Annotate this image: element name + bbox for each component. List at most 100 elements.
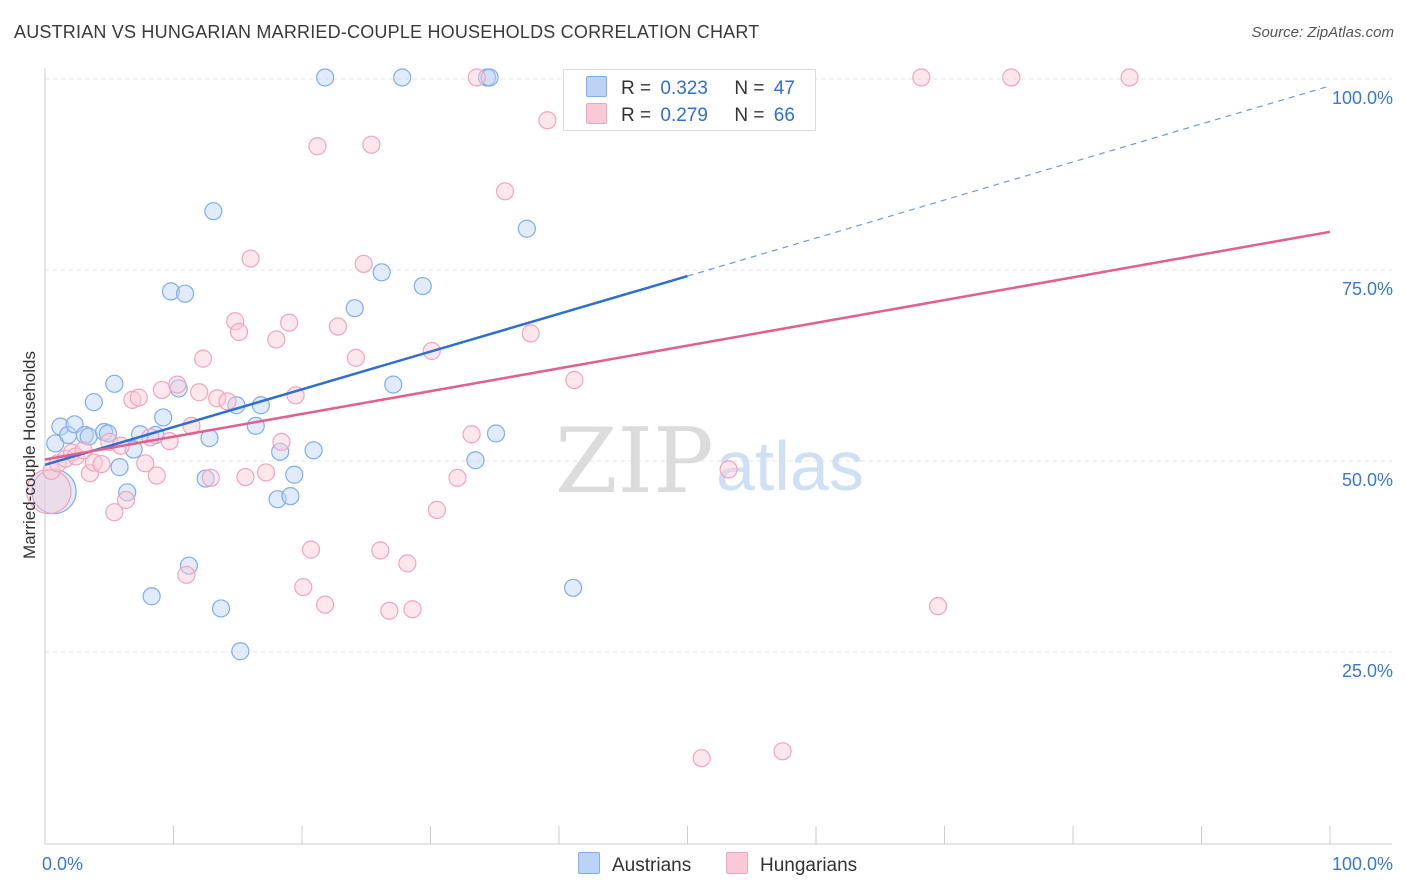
austrians-point — [281, 487, 300, 506]
austrians-point — [110, 458, 129, 477]
austrians-point — [466, 451, 485, 470]
hungarians-legend-swatch — [726, 852, 748, 874]
hungarians-point — [280, 313, 299, 332]
austrians-point — [118, 483, 137, 502]
austrians-point — [304, 441, 323, 460]
austrians-point — [196, 469, 215, 488]
x-tick-label-min: 0.0% — [42, 854, 83, 874]
y-axis-label: Married-couple Households — [20, 351, 39, 559]
watermark-zip: ZIP — [555, 409, 714, 514]
hungarians-point — [256, 463, 276, 482]
hungarians-point — [495, 182, 515, 201]
hungarians-swatch — [586, 103, 607, 124]
hungarians-point — [92, 454, 111, 474]
austrians-r-value: 0.323 — [660, 78, 708, 99]
austrians-n-value: 47 — [773, 78, 795, 99]
hungarians-point — [467, 68, 486, 87]
hungarians-point — [316, 595, 335, 614]
austrians-point — [316, 68, 335, 87]
austrians-swatch — [586, 76, 607, 97]
austrians-point — [413, 276, 432, 296]
hungarians-point — [462, 425, 481, 444]
austrians-point — [142, 587, 161, 606]
y-tick-label: 25.0% — [1342, 661, 1393, 681]
gridlines — [45, 78, 1392, 653]
hungarians-r-value: 0.279 — [660, 105, 708, 126]
austrians-point — [345, 299, 364, 318]
hungarians-point — [218, 392, 237, 411]
bottom-legend-austrians: Austrians — [578, 852, 691, 877]
hungarians-point — [719, 460, 738, 479]
hungarians-point — [229, 322, 249, 341]
hungarians-point — [403, 600, 422, 619]
austrians-point — [285, 465, 304, 484]
hungarians-point — [294, 577, 313, 597]
hungarians-point — [380, 601, 399, 620]
hungarians-point — [308, 137, 327, 156]
hungarians-point — [448, 468, 467, 487]
hungarians-point — [226, 312, 245, 331]
austrians-legend-swatch — [578, 852, 600, 874]
axes — [44, 68, 1392, 845]
hungarians-point — [928, 597, 948, 616]
austrians-point — [175, 284, 195, 303]
legend-row-hungarians: R = 0.279 N = 66 — [586, 103, 795, 127]
austrians-point — [393, 68, 412, 87]
hungarians-point — [193, 349, 213, 368]
legend-row-austrians: R = 0.323 N = 47 — [586, 76, 795, 100]
austrians-point — [517, 219, 536, 238]
hungarians-point — [427, 500, 447, 519]
hungarians-point — [692, 749, 711, 768]
y-tick-label: 75.0% — [1342, 279, 1393, 299]
x-tick-label-max: 100.0% — [1332, 854, 1393, 874]
hungarians-point — [201, 468, 220, 487]
austrians-point — [564, 578, 583, 597]
hungarians-point — [371, 541, 390, 560]
hungarians-point — [236, 467, 255, 487]
austrians-point — [204, 202, 223, 221]
tick-labels: 25.0% 50.0% 75.0% 100.0% 0.0% 100.0% — [42, 88, 1393, 874]
hungarians-point — [272, 432, 291, 451]
hungarians-point — [1002, 68, 1021, 87]
austrians-points — [31, 68, 583, 661]
stats-legend: R = 0.323 N = 47 R = 0.279 N = 66 — [563, 69, 816, 131]
austrians-trend-extension — [687, 85, 1331, 277]
hungarians-point — [152, 380, 172, 400]
source-label: Source: ZipAtlas.com — [1251, 24, 1394, 41]
hungarians-point — [538, 111, 557, 130]
hungarians-point — [912, 68, 931, 87]
hungarians-point — [773, 742, 792, 761]
hungarians-point — [136, 454, 155, 473]
hungarians-point — [147, 466, 166, 485]
austrians-point — [384, 375, 403, 394]
hungarians-point — [398, 554, 417, 573]
hungarians-point — [1120, 68, 1139, 87]
hungarians-point — [354, 254, 373, 273]
austrians-point — [480, 68, 499, 87]
hungarians-point — [116, 490, 136, 510]
austrians-point — [372, 263, 391, 282]
hungarians-point — [105, 503, 124, 522]
hungarians-point — [565, 370, 584, 390]
hungarians-point — [190, 383, 209, 402]
hungarians-point — [84, 453, 103, 472]
hungarians-point — [26, 468, 72, 515]
trend-lines — [44, 85, 1331, 467]
hungarians-point — [267, 330, 286, 349]
hungarians-point — [208, 389, 227, 408]
chart-title: AUSTRIAN VS HUNGARIAN MARRIED-COUPLE HOU… — [14, 22, 760, 42]
austrians-point — [211, 599, 231, 618]
hungarians-point — [328, 317, 348, 336]
bottom-legend-hungarians: Hungarians — [726, 852, 857, 877]
hungarians-points — [26, 68, 1139, 768]
watermark-atlas: atlas — [716, 427, 864, 505]
austrians-point — [105, 374, 124, 393]
hungarians-point — [168, 375, 187, 394]
hungarians-n-value: 66 — [773, 105, 795, 126]
y-tick-label: 100.0% — [1332, 88, 1393, 108]
hungarians-point — [346, 348, 366, 367]
watermark: ZIP atlas — [555, 409, 864, 514]
hungarians-point — [129, 388, 148, 407]
y-tick-label: 50.0% — [1342, 470, 1393, 490]
